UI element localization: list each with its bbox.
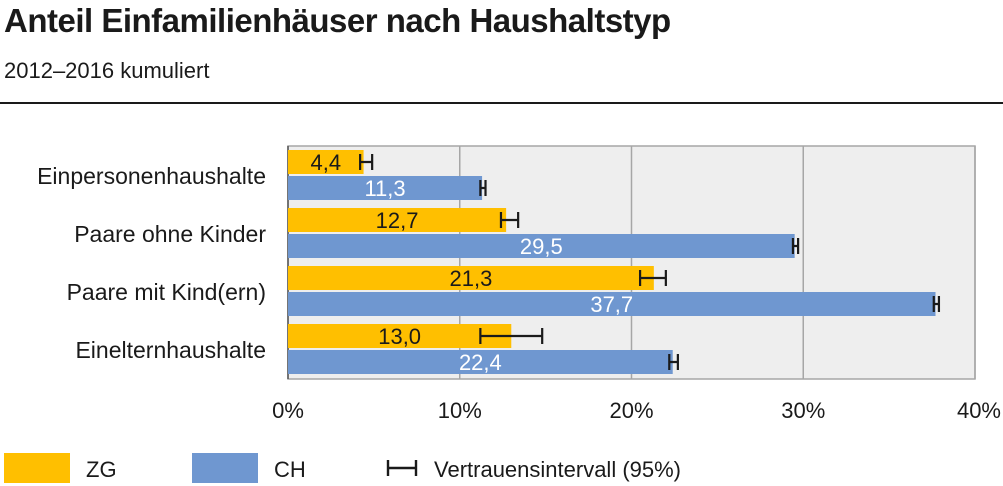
- legend-label: ZG: [86, 457, 117, 482]
- category-label: Einelternhaushalte: [75, 337, 266, 363]
- value-label: 29,5: [520, 234, 563, 259]
- bar-ch: [288, 350, 673, 374]
- value-label: 11,3: [364, 176, 405, 201]
- legend-label: Vertrauensintervall (95%): [434, 457, 681, 482]
- x-tick-label: 0%: [272, 398, 304, 423]
- value-label: 21,3: [449, 266, 492, 291]
- x-tick-label: 10%: [438, 398, 482, 423]
- error-bar: [499, 212, 520, 228]
- error-bar: [638, 270, 667, 286]
- value-label: 12,7: [376, 208, 419, 233]
- category-label: Paare ohne Kinder: [74, 221, 266, 247]
- error-bar: [668, 354, 679, 370]
- error-bar: [791, 238, 800, 254]
- x-tick-label: 40%: [957, 398, 1001, 423]
- chart-title: Anteil Einfamilienhäuser nach Haushaltst…: [4, 2, 671, 39]
- category-label: Paare mit Kind(ern): [67, 279, 266, 305]
- legend-swatch-zg: [4, 453, 70, 483]
- error-bar: [359, 154, 374, 170]
- error-bar: [479, 180, 487, 196]
- bar-zg: [288, 150, 364, 174]
- bar-ch: [288, 292, 936, 316]
- value-label: 22,4: [459, 350, 502, 375]
- error-bar: [932, 296, 941, 312]
- bar-zg: [288, 324, 512, 348]
- error-bar: [479, 328, 544, 344]
- legend-ci-icon: [386, 460, 418, 476]
- bar-zg: [288, 266, 654, 290]
- value-label: 4,4: [310, 150, 341, 175]
- value-label: 13,0: [378, 324, 421, 349]
- x-tick-label: 30%: [781, 398, 825, 423]
- legend-label: CH: [274, 457, 306, 482]
- title-divider: [0, 102, 1003, 104]
- bar-zg: [288, 208, 507, 232]
- bar-ch: [288, 234, 795, 258]
- legend-swatch-ch: [192, 453, 258, 483]
- chart-subtitle: 2012–2016 kumuliert: [4, 58, 210, 83]
- value-label: 37,7: [590, 292, 633, 317]
- x-tick-label: 20%: [609, 398, 653, 423]
- category-label: Einpersonenhaushalte: [37, 163, 266, 189]
- bar-ch: [288, 176, 483, 200]
